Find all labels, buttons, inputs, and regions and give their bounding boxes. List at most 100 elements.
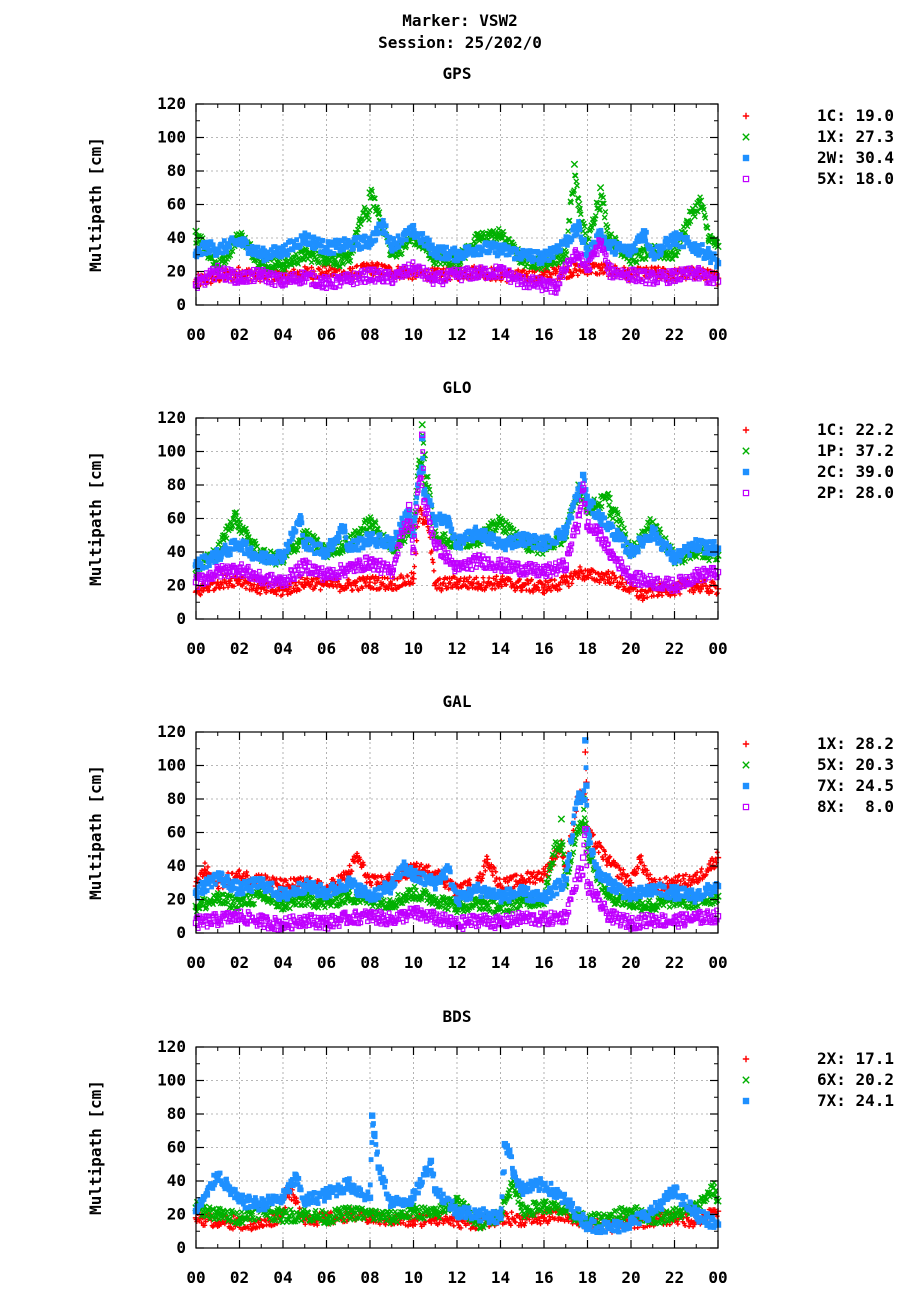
data-point	[373, 237, 379, 243]
data-point	[699, 242, 705, 247]
y-tick-label: 0	[176, 295, 186, 314]
data-point	[601, 214, 608, 221]
chart-title: GPS	[443, 64, 472, 83]
data-point	[548, 289, 554, 295]
x-tick-label: 00	[186, 325, 205, 344]
x-tick-label: 08	[360, 325, 379, 344]
data-point	[573, 268, 579, 274]
data-point	[539, 288, 545, 294]
data-point	[203, 243, 211, 250]
data-point	[411, 222, 417, 228]
data-point	[570, 272, 575, 278]
data-point	[649, 246, 655, 252]
data-point	[627, 248, 635, 255]
data-point	[330, 546, 336, 551]
x-tick-label: 06	[317, 325, 336, 344]
data-point	[659, 593, 665, 598]
data-point	[403, 237, 409, 243]
data-point	[575, 272, 581, 278]
x-tick-label: 02	[230, 325, 249, 344]
data-point	[582, 237, 587, 243]
data-point	[370, 530, 376, 536]
data-point	[515, 267, 521, 273]
y-axis-label: Multipath [cm]	[86, 137, 105, 272]
y-tick-label: 60	[167, 195, 186, 214]
data-point	[366, 216, 372, 223]
data-point	[336, 535, 342, 541]
data-point	[385, 575, 391, 581]
data-point	[429, 502, 435, 508]
data-point	[224, 249, 229, 255]
data-point	[432, 248, 439, 255]
legend-entry: 2W: 30.4	[817, 148, 894, 167]
data-point	[433, 522, 439, 528]
data-point	[706, 251, 713, 258]
data-point	[566, 584, 572, 589]
x-tick-label: 16	[534, 325, 553, 344]
data-point	[495, 225, 502, 232]
data-point	[602, 208, 609, 215]
x-tick-label: 14	[491, 325, 510, 344]
data-point	[227, 244, 232, 250]
data-point	[539, 551, 546, 558]
data-point	[573, 178, 580, 185]
data-point	[569, 581, 575, 586]
data-point	[523, 270, 529, 276]
data-point	[471, 536, 476, 541]
data-point	[207, 563, 212, 569]
data-point	[597, 271, 602, 277]
legend-marker	[742, 133, 750, 141]
data-point	[562, 238, 569, 245]
data-point	[515, 282, 520, 288]
y-tick-label: 80	[167, 161, 186, 180]
data-point	[503, 547, 508, 553]
data-point	[642, 234, 648, 240]
data-point	[633, 247, 639, 253]
data-point	[244, 240, 250, 246]
data-point	[453, 251, 461, 258]
data-point	[386, 264, 392, 270]
data-point	[318, 542, 323, 548]
x-tick-label: 22	[665, 325, 684, 344]
data-point	[420, 455, 426, 461]
x-tick-label: 20	[621, 325, 640, 344]
data-point	[369, 260, 375, 266]
data-point	[286, 546, 291, 552]
y-axis-label: Multipath [cm]	[86, 451, 105, 586]
legend-marker	[742, 112, 750, 120]
data-point	[227, 552, 233, 558]
data-point	[409, 276, 415, 282]
data-point	[708, 260, 713, 266]
data-point	[377, 532, 383, 538]
data-point	[259, 277, 265, 283]
data-point	[705, 245, 711, 251]
data-point	[506, 244, 511, 250]
x-tick-label: 00	[708, 325, 727, 344]
data-point	[350, 587, 355, 593]
data-point	[646, 281, 652, 287]
data-point	[412, 564, 417, 570]
chart-title: GLO	[443, 378, 472, 397]
y-tick-label: 40	[167, 228, 186, 247]
data-point	[693, 244, 700, 252]
data-point	[649, 264, 655, 270]
data-point	[410, 259, 416, 265]
data-point	[671, 234, 678, 242]
data-point	[449, 526, 455, 532]
y-tick-label: 120	[157, 94, 186, 113]
data-point	[414, 494, 420, 500]
data-point	[655, 264, 661, 270]
data-point	[565, 228, 572, 235]
data-point	[519, 251, 526, 258]
data-point	[427, 237, 432, 243]
data-point	[438, 256, 444, 262]
data-point	[311, 234, 317, 240]
data-point	[427, 498, 433, 503]
data-point	[430, 282, 436, 287]
data-point	[574, 182, 580, 189]
data-point	[441, 266, 446, 272]
data-point	[317, 266, 323, 272]
